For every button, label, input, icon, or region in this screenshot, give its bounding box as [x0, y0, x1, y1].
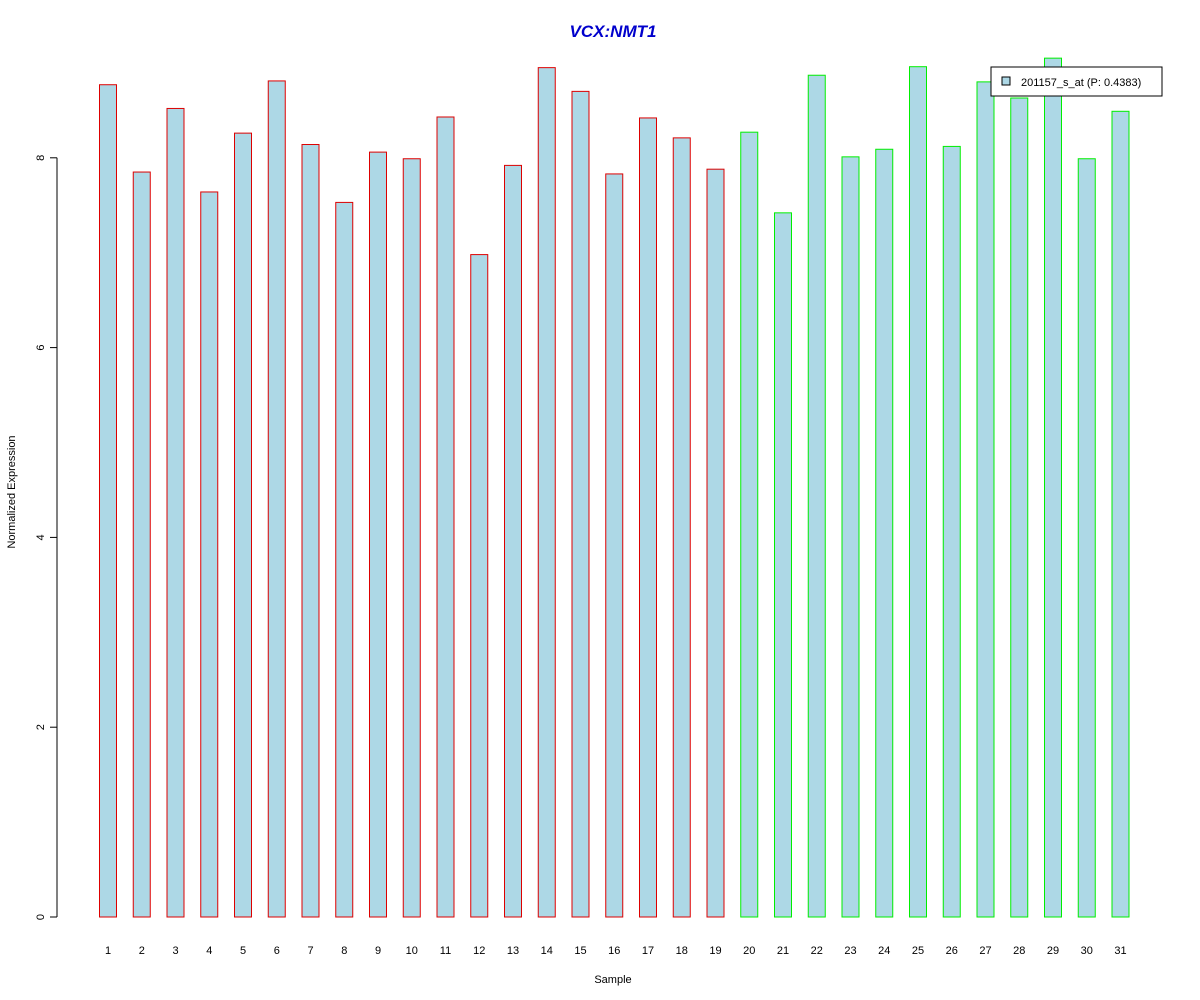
bar — [875, 148, 894, 918]
bar — [402, 158, 421, 918]
bar — [672, 137, 691, 918]
bar — [1111, 110, 1130, 918]
bar — [605, 173, 624, 918]
bar — [942, 145, 961, 918]
bar — [976, 81, 995, 918]
x-axis: 1 2 3 4 5 6 7 8 9 10 11 12 13 14 15 16 17 18 19 20 21 22 23 24 2… — [105, 945, 1127, 957]
bar — [774, 212, 792, 918]
x-tick-label: 24 — [878, 945, 890, 957]
bar — [234, 132, 252, 918]
legend-label: 201157_s_at (P: 0.4383) — [1021, 77, 1141, 89]
x-tick-label: 13 — [507, 945, 519, 957]
bar — [706, 168, 725, 918]
y-tick-label: 8 — [35, 155, 47, 161]
x-tick-label: 31 — [1114, 945, 1126, 957]
bar — [504, 164, 522, 918]
bar — [335, 201, 354, 918]
x-tick-label: 26 — [946, 945, 958, 957]
y-tick-label: 6 — [35, 345, 47, 351]
legend: 201157_s_at (P: 0.4383) — [990, 66, 1163, 97]
bar — [639, 117, 657, 918]
bar — [807, 74, 826, 918]
y-axis: 0 2 4 6 8 — [35, 155, 58, 920]
x-tick-label: 12 — [473, 945, 485, 957]
bar — [267, 80, 286, 918]
x-tick-label: 16 — [608, 945, 620, 957]
bar — [841, 156, 860, 918]
bar — [436, 116, 455, 918]
bar — [740, 131, 759, 918]
bar — [1077, 158, 1096, 918]
x-tick-label: 7 — [307, 945, 313, 957]
x-tick-label: 5 — [240, 945, 246, 957]
x-tick-label: 1 — [105, 945, 111, 957]
x-axis-label: Sample — [594, 974, 631, 986]
y-tick-label: 0 — [35, 914, 47, 920]
x-tick-label: 9 — [375, 945, 381, 957]
bar — [909, 66, 927, 918]
x-tick-label: 8 — [341, 945, 347, 957]
bar — [1044, 57, 1062, 918]
bar — [200, 191, 219, 918]
legend-box — [990, 66, 1163, 97]
x-tick-label: 6 — [274, 945, 280, 957]
x-tick-label: 21 — [777, 945, 789, 957]
bar — [537, 67, 556, 918]
bar — [1010, 97, 1029, 918]
x-tick-label: 11 — [440, 945, 451, 957]
x-tick-label: 4 — [206, 945, 212, 957]
bar — [99, 84, 117, 918]
x-tick-label: 22 — [811, 945, 823, 957]
x-tick-label: 14 — [541, 945, 553, 957]
bar — [470, 254, 489, 918]
x-tick-label: 18 — [676, 945, 688, 957]
x-tick-label: 25 — [912, 945, 924, 957]
x-tick-label: 30 — [1081, 945, 1093, 957]
x-tick-label: 19 — [709, 945, 721, 957]
x-tick-label: 15 — [574, 945, 586, 957]
y-tick-label: 4 — [35, 534, 47, 540]
x-tick-label: 17 — [642, 945, 654, 957]
bar — [132, 171, 151, 918]
x-tick-label: 23 — [844, 945, 856, 957]
x-tick-label: 2 — [139, 945, 145, 957]
y-tick-label: 2 — [35, 724, 47, 730]
bar — [166, 107, 185, 918]
chart-title: VCX:NMT1 — [570, 22, 657, 41]
bar — [301, 144, 320, 918]
y-axis-label: Normalized Expression — [6, 435, 18, 548]
x-tick-label: 20 — [743, 945, 755, 957]
x-tick-label: 28 — [1013, 945, 1025, 957]
bar — [369, 151, 387, 918]
bars — [99, 57, 1130, 918]
legend-swatch — [1001, 76, 1011, 86]
x-tick-label: 3 — [172, 945, 178, 957]
bar — [571, 90, 590, 918]
x-tick-label: 27 — [979, 945, 991, 957]
x-tick-label: 10 — [406, 945, 418, 957]
x-tick-label: 29 — [1047, 945, 1059, 957]
